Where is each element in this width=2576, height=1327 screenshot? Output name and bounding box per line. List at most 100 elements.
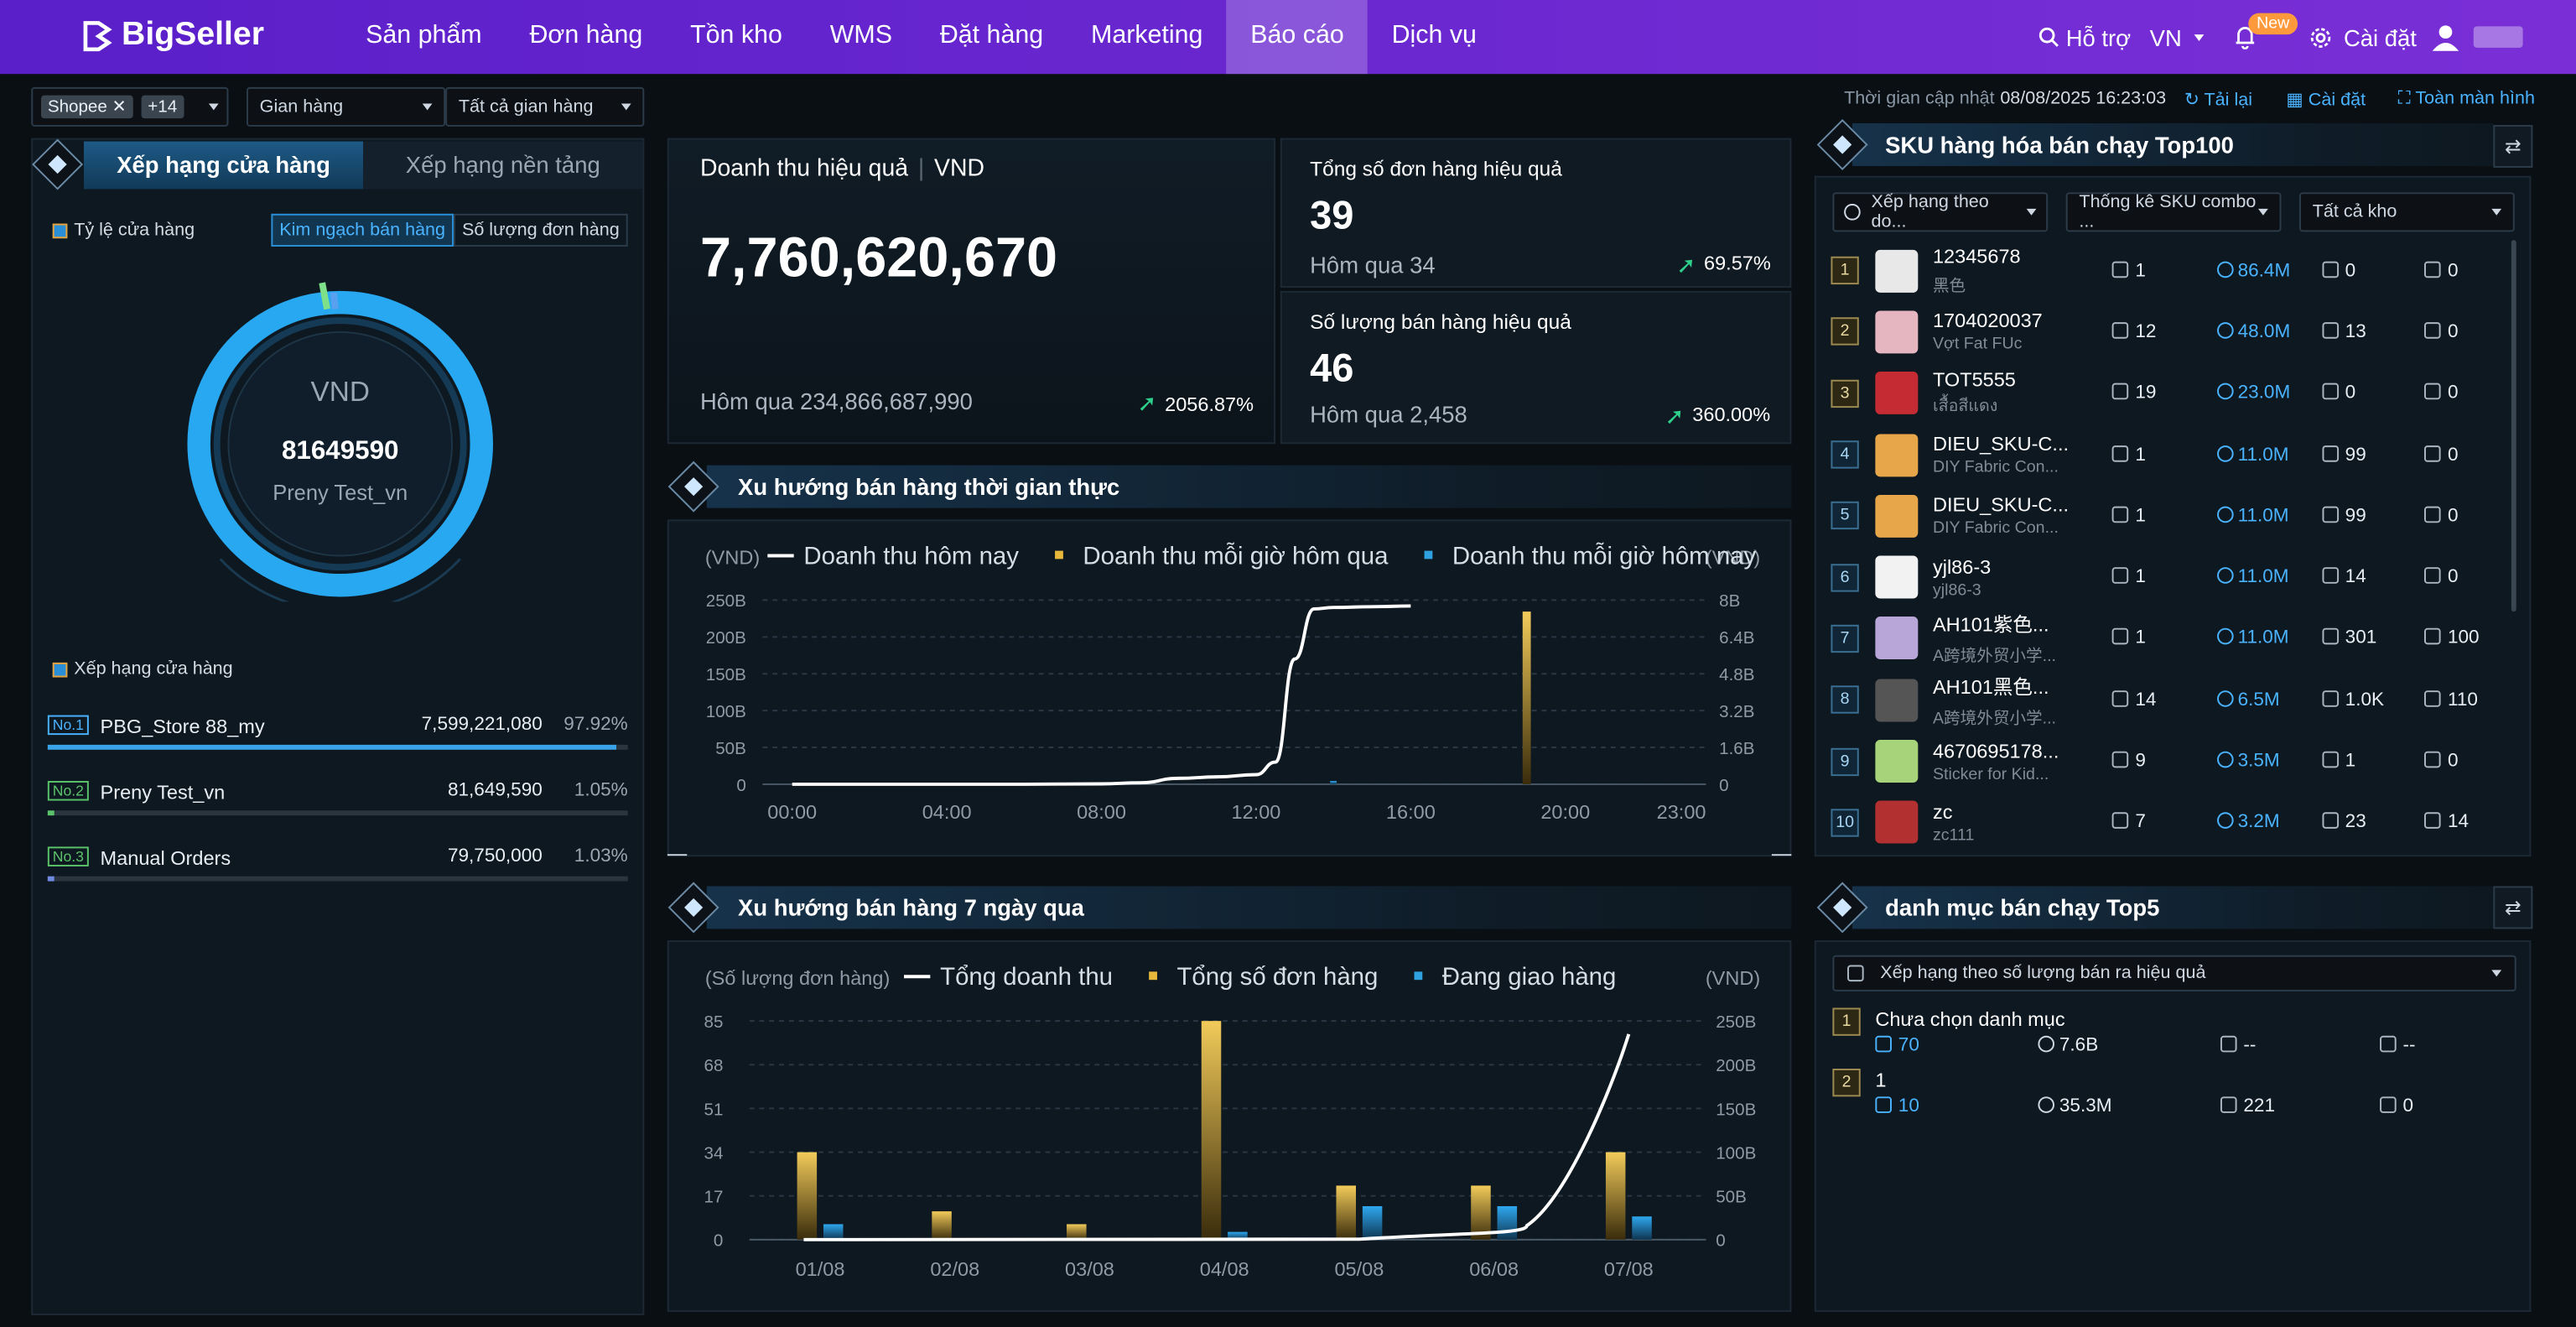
display-settings-label: Cài đặt [2308,90,2366,111]
reload-button[interactable]: ↻ Tải lại [2184,89,2252,111]
nav-item-7[interactable]: Dịch vụ [1391,21,1477,49]
sku-sort-select[interactable]: Xếp hạng theo do... [1832,192,2049,232]
nav-item-0[interactable]: Sản phẩm [366,21,482,49]
nav-item-4[interactable]: Đặt hàng [939,21,1044,49]
category-ship: 0 [2380,1096,2413,1116]
support-link[interactable]: Hỗ trợ [2038,0,2131,74]
sku-row[interactable]: 6 yjl86-3 yjl86-3 1 11.0M 14 0 [1831,547,2505,608]
language-select[interactable]: VN [2150,0,2205,74]
shipping-icon [2424,260,2442,278]
sku-row[interactable]: 7 AH101紫色... A跨境外贸小学... 1 11.0M 301 100 [1831,608,2505,669]
user-avatar[interactable] [2431,0,2523,74]
toggle-order-count[interactable]: Số lượng đơn hàng [453,213,628,247]
toggle-sales-amount[interactable]: Kim ngạch bán hàng [271,213,454,247]
y-left-unit: (Số lượng đơn hàng) [705,967,890,989]
category-ship: -- [2380,1035,2416,1055]
donut-slice-3 [330,292,339,310]
sku-shipping-value: 110 [2447,690,2478,710]
store-type-select[interactable]: Gian hàng [247,86,446,127]
store-row[interactable]: No.2 Preny Test_vn 81,649,590 1.05% [47,776,628,841]
y-left-tick: 100B [706,702,746,721]
category-stock: 221 [2220,1096,2275,1116]
sku-row[interactable]: 2 1704020037 Vợt Fat FUc 12 48.0M 13 0 [1831,301,2505,362]
settings-button[interactable]: Cài đặt [2309,0,2417,74]
sku-row[interactable]: 8 AH101黑色... A跨境外贸小学... 14 6.5M 1.0K 110 [1831,669,2505,731]
sku-row[interactable]: 4 DIEU_SKU-C... DIY Fabric Con... 1 11.0M 99 0 [1831,424,2505,485]
sku-orders-value: 1 [2135,260,2146,281]
sku-row[interactable]: 5 DIEU_SKU-C... DIY Fabric Con... 1 11.0M 99 0 [1831,486,2505,547]
legend-label[interactable]: Tổng doanh thu [940,963,1113,991]
sku-stock-value: 0 [2345,383,2356,403]
store-share-track [47,876,628,882]
store-row[interactable]: No.1 PBG_Store 88_my 7,599,221,080 97.92% [47,710,628,776]
sku-row[interactable]: 10 zc zc111 7 3.2M 23 14 [1831,792,2505,853]
quantity-prev-label: Hôm qua [1310,401,1404,428]
sku-scrollbar[interactable] [2511,240,2516,612]
close-icon[interactable]: ✕ [112,96,127,117]
weekly-chart: (Số lượng đơn hàng) (VND) Tổng doanh thu Tổ… [704,963,1761,1280]
user-icon [2432,24,2459,50]
sku-orders: 1 [2111,628,2216,648]
store-select[interactable]: Tất cả gian hàng [445,86,645,127]
display-settings-button[interactable]: ▦ Cài đặt [2286,89,2366,111]
category-row[interactable]: 2 1 10 35.3M 221 0 [1832,1065,2516,1127]
store-row[interactable]: No.3 Manual Orders 79,750,000 1.03% [47,842,628,908]
sku-amount-value: 11.0M [2237,567,2289,587]
sku-orders: 14 [2111,690,2216,710]
order-icon [2111,812,2129,830]
warehouse-icon [2322,690,2339,707]
warehouse-select[interactable]: Tất cả kho [2299,192,2515,232]
sku-stat-select[interactable]: Thống kê SKU combo ... [2065,192,2282,232]
money-icon [2038,1096,2054,1113]
order-icon [2111,445,2129,461]
legend-label[interactable]: Doanh thu mỗi giờ hôm nay [1452,542,1757,570]
sku-row[interactable]: 9 4670695178... Sticker for Kid... 9 3.5M 1 0 [1831,731,2505,792]
category-sort-select[interactable]: Xếp hạng theo số lượng bán ra hiệu quả [1832,955,2516,991]
notifications-button[interactable] [2234,0,2257,74]
tab-store-ranking[interactable]: Xếp hạng cửa hàng [83,141,364,190]
warehouse-icon [2322,567,2339,585]
nav-item-1[interactable]: Đơn hàng [529,21,643,49]
platform-filter[interactable]: Shopee ✕ +14 [31,86,229,127]
money-icon [2216,322,2233,339]
sku-row[interactable]: 1 12345678 黑色 1 86.4M 0 0 [1831,240,2505,301]
nav-item-3[interactable]: WMS [829,21,893,49]
support-label: Hỗ trợ [2065,23,2132,50]
swap-icon[interactable]: ⇄ [2493,886,2533,929]
sku-shipping-value: 0 [2447,445,2459,465]
category-row[interactable]: 1 Chưa chọn danh mục 70 7.6B -- -- [1832,1005,2516,1066]
category-list: 1 Chưa chọn danh mục 70 7.6B -- -- 2 1 10 35.3M 22… [1832,1005,2516,1127]
rank-badge: 2 [1832,1069,1861,1097]
bigseller-logo[interactable]: BigSeller [79,17,264,55]
warehouse-icon [2322,506,2339,523]
chevron-down-icon [2194,34,2205,41]
nav-item-6[interactable]: Báo cáo [1226,0,1368,75]
sku-code: AH101黑色... [1932,675,2049,699]
sku-orders: 19 [2111,383,2216,403]
nav-item-5[interactable]: Marketing [1091,21,1203,49]
fullscreen-button[interactable]: ⛶ Toàn màn hình [2398,89,2535,110]
donut-currency: VND [310,376,370,409]
tab-platform-ranking[interactable]: Xếp hạng nền tảng [363,141,643,190]
store-donut-chart [187,282,494,602]
order-icon [1875,1035,1892,1053]
nav-item-2[interactable]: Tồn kho [690,21,782,49]
revenue-prev-value: 234,866,687,990 [799,388,973,414]
sku-code: 4670695178... [1932,739,2059,762]
sku-code: DIEU_SKU-C... [1932,432,2070,455]
legend-label[interactable]: Đang giao hàng [1442,963,1617,991]
sku-text: AH101黑色... A跨境外贸小学... [1933,672,2112,728]
sku-row[interactable]: 3 TOT5555 เสื้อสีแดง 19 23.0M 0 0 [1831,362,2505,424]
order-icon [2111,506,2129,523]
money-icon [2216,567,2233,585]
quantity-prev-value: 2,458 [1410,401,1467,428]
legend-label[interactable]: Doanh thu hôm nay [803,542,1019,570]
swap-icon[interactable]: ⇄ [2493,124,2533,168]
sku-shipping-value: 0 [2447,567,2459,587]
sku-shipping-value: 0 [2447,383,2459,403]
y-left-tick: 17 [704,1188,724,1207]
shipping-icon [2424,383,2442,400]
legend-label[interactable]: Tổng số đơn hàng [1176,963,1378,991]
legend-label[interactable]: Doanh thu mỗi giờ hôm qua [1083,542,1389,570]
legend-swatch [1055,550,1063,559]
